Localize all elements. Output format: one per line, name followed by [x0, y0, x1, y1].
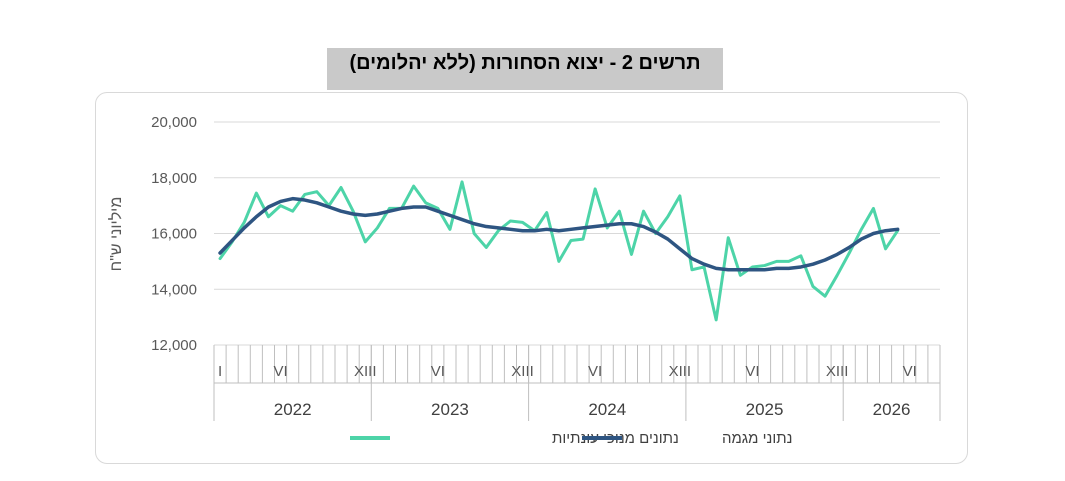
gridlines [214, 121, 940, 346]
year-label: 2025 [746, 400, 784, 419]
x-tick-label: I [218, 363, 222, 380]
x-tick-label: XIII [826, 363, 849, 380]
x-tick-label: VI [903, 363, 917, 380]
title-background [327, 48, 723, 90]
y-tick-label: 12,000 [151, 337, 197, 354]
year-label: 2024 [588, 400, 626, 419]
chart-title: תרשים 2 - יצוא הסחורות (ללא יהלומים) [349, 52, 701, 74]
chart-frame [95, 92, 968, 464]
x-tick-label: VI [273, 363, 287, 380]
y-tick-label: 18,000 [151, 170, 197, 187]
y-axis-label: מיליוני ש"ח [107, 197, 125, 272]
seasonally-adjusted-line [218, 180, 900, 322]
y-tick-label: 14,000 [151, 281, 197, 298]
x-tick-label: XIII [669, 363, 692, 380]
x-tick-label: XIII [511, 363, 534, 380]
y-axis-ticks: 12,000 14,000 16,000 18,000 20,000 [151, 114, 197, 354]
x-tick-label: VI [431, 363, 445, 380]
year-label: 2026 [873, 400, 911, 419]
trend-line [218, 196, 900, 272]
legend-label: נתוני מגמה [722, 430, 792, 447]
x-tick-label: XIII [354, 363, 377, 380]
year-label: 2022 [274, 400, 312, 419]
y-tick-label: 20,000 [151, 114, 197, 131]
x-tick-label: VI [588, 363, 602, 380]
x-tick-label: VI [745, 363, 759, 380]
x-axis: I VI XIII VI XIII VI XIII VI XIII VI 2022 2023 2024 2… [213, 345, 941, 421]
year-label: 2023 [431, 400, 469, 419]
y-tick-label: 16,000 [151, 226, 197, 243]
series-lines [218, 180, 900, 322]
